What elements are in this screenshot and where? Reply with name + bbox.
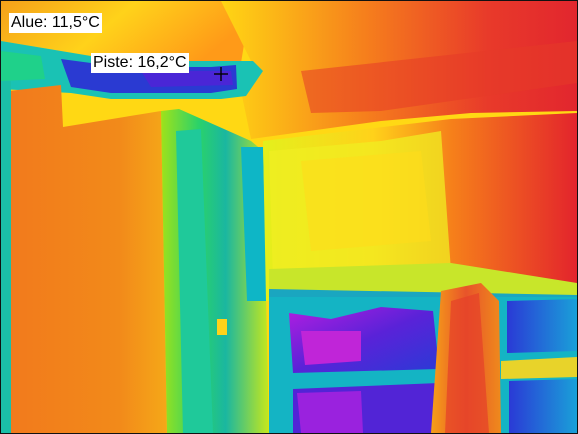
area-temperature-label: Alue: 11,5°C (9, 13, 102, 33)
crosshair-icon (214, 67, 228, 81)
spot-temperature-label: Piste: 16,2°C (91, 53, 189, 73)
